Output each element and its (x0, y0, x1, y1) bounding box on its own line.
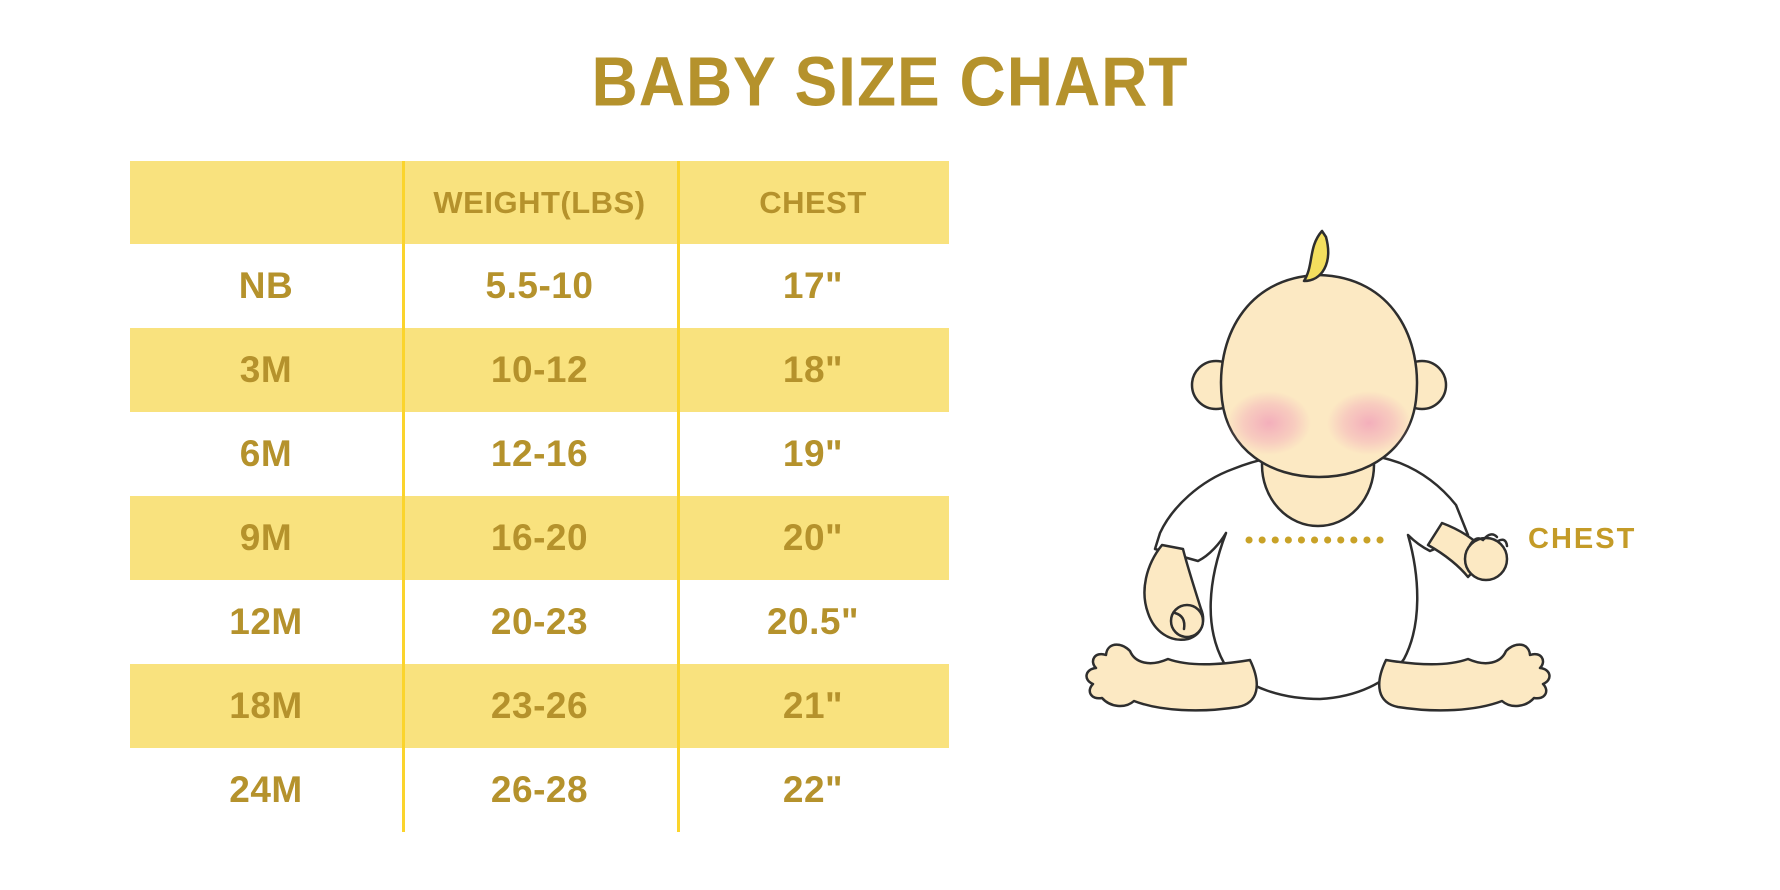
weight-cell: 23-26 (490, 685, 589, 726)
baby-illustration (1085, 229, 1551, 712)
chest-cell: 19" (782, 433, 844, 474)
baby-left-blush (1227, 391, 1311, 455)
baby-right-knuckles (1468, 533, 1509, 548)
size-cell: 9M (239, 517, 293, 558)
column-divider-1 (402, 161, 405, 832)
size-cell: NB (238, 265, 294, 306)
baby-left-leg (1085, 643, 1258, 712)
column-divider-2 (677, 161, 680, 832)
table-row: 12M 20-23 20.5" (130, 580, 949, 664)
chest-measure-label: CHEST (1528, 523, 1637, 555)
weight-cell: 12-16 (490, 433, 589, 474)
table-row: 24M 26-28 22" (130, 748, 949, 832)
baby-right-leg (1378, 643, 1551, 712)
table-rows: NB 5.5-10 17" 3M 10-12 18" 6M 12-16 19" 9M 16-20 20… (130, 244, 949, 832)
size-cell: 12M (229, 601, 303, 642)
weight-cell: 16-20 (490, 517, 589, 558)
chest-cell: 17" (782, 265, 844, 306)
baby-left-fist (1169, 603, 1205, 639)
table-row: 9M 16-20 20" (130, 496, 949, 580)
table-row: 3M 10-12 18" (130, 328, 949, 412)
table-header-row: WEIGHT(LBS) CHEST (130, 161, 949, 244)
weight-cell: 20-23 (490, 601, 589, 642)
size-cell: 3M (239, 349, 293, 390)
size-table: WEIGHT(LBS) CHEST NB 5.5-10 17" 3M 10-12 18" 6… (130, 161, 949, 832)
size-cell: 6M (239, 433, 293, 474)
table-row: 18M 23-26 21" (130, 664, 949, 748)
table-row: NB 5.5-10 17" (130, 244, 949, 328)
weight-cell: 5.5-10 (485, 265, 594, 306)
baby-hair-curl (1302, 229, 1330, 283)
baby-left-thumb (1173, 611, 1186, 631)
table-row: 6M 12-16 19" (130, 412, 949, 496)
weight-cell: 26-28 (490, 769, 589, 810)
size-cell: 24M (229, 769, 303, 810)
weight-cell: 10-12 (490, 349, 589, 390)
size-cell: 18M (229, 685, 303, 726)
page-title: BABY SIZE CHART (591, 43, 1189, 121)
header-chest-column: CHEST (759, 184, 867, 220)
header-size-column (130, 161, 402, 244)
baby-right-blush (1327, 391, 1411, 455)
chest-cell: 21" (782, 685, 844, 726)
chest-cell: 20" (782, 517, 844, 558)
chest-cell: 18" (782, 349, 844, 390)
chest-cell: 20.5" (766, 601, 860, 642)
header-weight-column: WEIGHT(LBS) (433, 184, 646, 220)
chest-cell: 22" (782, 769, 844, 810)
